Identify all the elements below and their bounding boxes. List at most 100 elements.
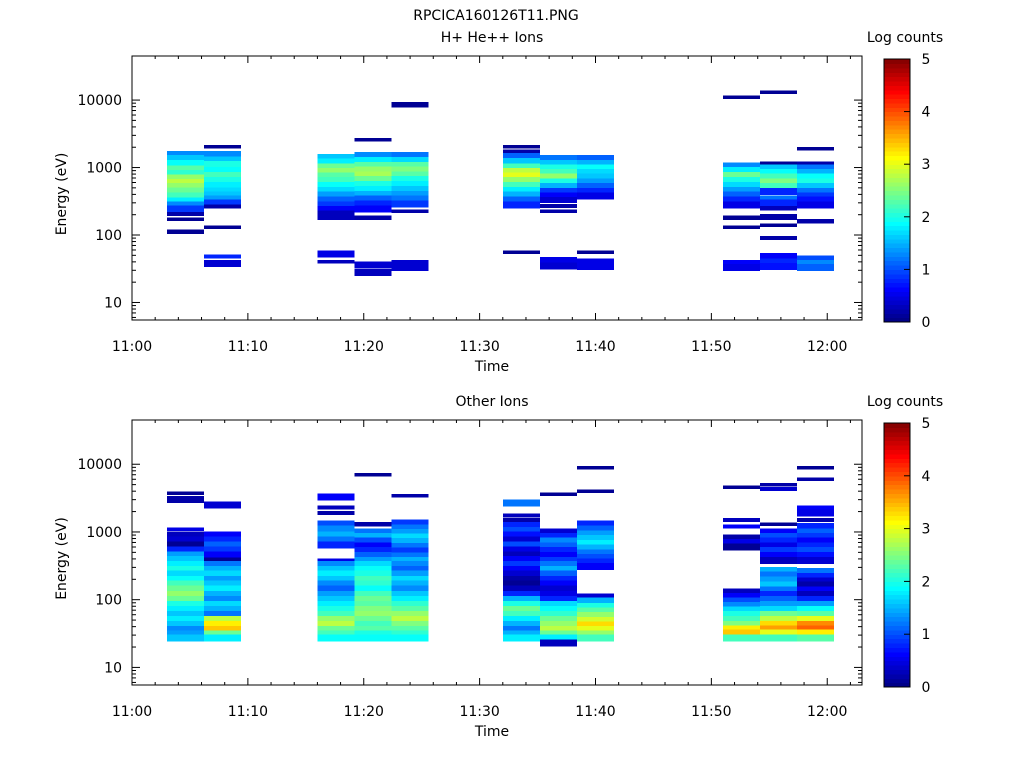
heatmap-cell [723, 597, 761, 605]
colorbar-segment [884, 585, 910, 591]
colorbar-segment [884, 484, 910, 490]
heatmap-cell [166, 611, 204, 619]
heatmap-cell [577, 597, 615, 605]
heatmap-cell [797, 573, 835, 580]
heatmap-cell [539, 630, 577, 638]
colorbar-segment [884, 445, 910, 450]
heatmap-cell [539, 547, 577, 555]
heatmap-cell [577, 626, 615, 634]
colorbar-segment [884, 317, 910, 323]
colorbar-segment [884, 129, 910, 135]
colorbar-segment [884, 594, 910, 600]
heatmap-cell [317, 196, 355, 204]
heatmap-cell [391, 616, 429, 623]
x-axis-label: Time [474, 724, 509, 740]
heatmap-cell [391, 259, 429, 267]
colorbar-segment [884, 629, 910, 635]
colorbar-segment [884, 282, 910, 288]
heatmap-cell [317, 511, 355, 516]
heatmap-cell [723, 201, 761, 209]
y-tick-label: 1000 [86, 525, 122, 541]
heatmap-cell [577, 466, 615, 470]
colorbar-segment [884, 572, 910, 578]
heatmap-cell [391, 186, 429, 194]
colorbar-segment [884, 186, 910, 192]
y-tick-label: 100 [95, 228, 122, 244]
heatmap-cell [354, 261, 392, 269]
x-tick-label: 11:20 [344, 339, 384, 355]
panel-2: Other Ions 11:00 11:10 11:20 11:30 11:40 11:50… [54, 394, 943, 740]
heatmap-cell [391, 590, 429, 598]
heatmap-cell [203, 536, 241, 544]
colorbar-segment [884, 590, 910, 596]
colorbar-segment [884, 269, 910, 275]
heatmap-cell [203, 580, 241, 588]
heatmap-cell [203, 585, 241, 593]
heatmap-cell [203, 561, 241, 569]
heatmap-cell [203, 601, 241, 608]
heatmap-cell [797, 542, 835, 550]
heatmap-cell [166, 183, 204, 191]
heatmap-cell [317, 205, 355, 213]
heatmap-cell [354, 596, 392, 604]
heatmap-cell [539, 183, 577, 191]
heatmap-cell [723, 539, 761, 546]
colorbar-segment [884, 94, 910, 100]
heatmap-cell [797, 552, 835, 559]
heatmap-cell [317, 163, 355, 171]
heatmap-cell [723, 167, 761, 175]
heatmap-cell [502, 201, 540, 209]
colorbar-segment [884, 621, 910, 626]
heatmap-cell [354, 605, 392, 613]
heatmap-cell [203, 575, 241, 583]
heatmap-cell [203, 626, 241, 634]
heatmap-cell [760, 522, 798, 526]
colorbar-segment [884, 612, 910, 618]
heatmap-cell [391, 494, 429, 498]
heatmap-cell [539, 159, 577, 167]
heatmap-cell [760, 263, 798, 271]
heatmap-cell [577, 164, 615, 172]
colorbar-segment [884, 665, 910, 670]
heatmap-cell [502, 149, 540, 153]
heatmap-cell [797, 161, 835, 166]
heatmap-cell [203, 630, 241, 638]
colorbar-segment [884, 164, 910, 170]
heatmap-cell [317, 177, 355, 185]
heatmap-cell [203, 531, 241, 539]
x-tick-label: 11:10 [228, 339, 268, 355]
heatmap-cell [203, 177, 241, 185]
x-tick-label: 11:00 [112, 704, 152, 720]
heatmap-cell [317, 172, 355, 180]
heatmap-cell [760, 199, 798, 207]
heatmap-cell [391, 181, 429, 188]
heatmap-cell [391, 611, 429, 619]
heatmap-cell [797, 556, 835, 564]
colorbar-segment [884, 528, 910, 534]
heatmap-cell [391, 171, 429, 179]
heatmap-cell [723, 543, 761, 551]
x-tick-label: 12:00 [807, 339, 847, 355]
heatmap-cell [539, 262, 577, 270]
heatmap-cell [797, 590, 835, 598]
heatmap-cell [166, 211, 204, 217]
colorbar-segment [884, 155, 910, 161]
heatmap-cell [203, 191, 241, 199]
heatmap-cell [577, 539, 615, 547]
heatmap-cell [391, 533, 429, 541]
heatmap-cell [760, 611, 798, 619]
colorbar-tick-label: 0 [922, 315, 931, 331]
heatmap-cell [502, 616, 540, 623]
heatmap-cell [354, 561, 392, 569]
heatmap-cell [760, 616, 798, 623]
heatmap-cell [166, 580, 204, 588]
x-tick-label: 12:00 [807, 704, 847, 720]
heatmap-cell [317, 186, 355, 194]
heatmap-cell [317, 154, 355, 162]
heatmap-cell [203, 634, 241, 642]
heatmap-cell [760, 601, 798, 608]
heatmap-cell [723, 534, 761, 542]
heatmap-cell [502, 172, 540, 180]
heatmap-cell [723, 625, 761, 633]
heatmap-cell [391, 529, 429, 537]
